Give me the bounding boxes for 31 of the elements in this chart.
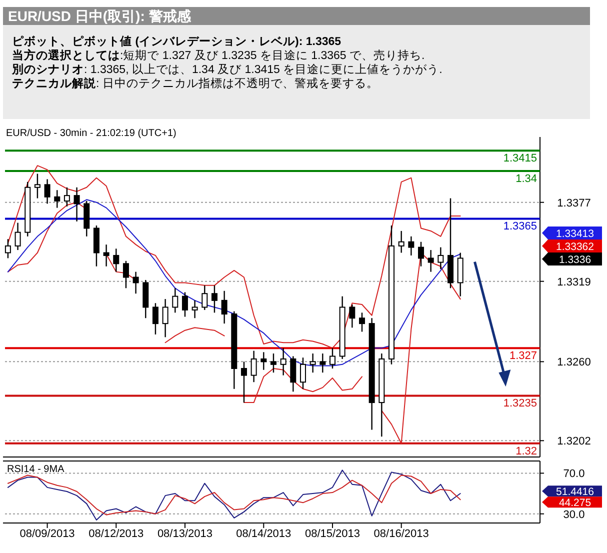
ref-line-label: 1.3365 (503, 220, 537, 233)
ref-line-label: 1.34 (516, 173, 537, 186)
ref-line-label: 1.3415 (503, 152, 537, 165)
ref-line-label: 1.32 (516, 445, 537, 458)
text: 1.3336 (558, 254, 592, 266)
ref-line-label: 1.327 (509, 350, 537, 362)
text: 1.33362 (556, 241, 594, 253)
x-tick-label: 08/09/2013 (20, 528, 75, 540)
y-tick-label: 1.3260 (557, 356, 591, 369)
text: 当方の選択としては:短期で 1.327 及び 1.3235 を目途に 1.3365 で、売り持ち. (12, 48, 425, 62)
line-series (7, 165, 461, 349)
y-tick-label: 70.0 (563, 468, 585, 480)
y-tick-label: 30.0 (563, 508, 585, 521)
x-tick-label: 08/14/2013 (236, 528, 292, 540)
x-tick-label: 08/13/2013 (157, 528, 213, 540)
text: ピボット、ピボット値 (インバレデーション・レベル): 1.3365 (12, 35, 342, 48)
x-tick-label: 08/16/2013 (374, 528, 429, 540)
ref-line-label: 1.3235 (503, 398, 537, 410)
x-tick-label: 08/15/2013 (304, 528, 360, 540)
text: 51.4416 (556, 486, 594, 498)
chart-title: EUR/USD 日中(取引): 警戒感 (8, 8, 192, 24)
y-tick-label: 1.3377 (557, 197, 591, 210)
chart-title: RSI14 - 9MA (7, 464, 65, 475)
text: 44.275 (558, 497, 592, 510)
y-tick-label: 1.3319 (557, 276, 591, 288)
chart-subtitle: EUR/USD - 30min - 21:02:19 (UTC+1) (6, 128, 176, 139)
text: 別のシナリオ: 1.3365, 以上では、1.34 及び 1.3415 を目途に更に上値をうかがう. (11, 63, 442, 76)
y-tick-label: 1.3202 (557, 436, 591, 448)
text: テクニカル解説: 日中のテクニカル指標は不透明で、警戒を要する。 (12, 76, 378, 90)
x-tick-label: 08/12/2013 (88, 528, 144, 540)
text: 1.33413 (556, 228, 594, 240)
